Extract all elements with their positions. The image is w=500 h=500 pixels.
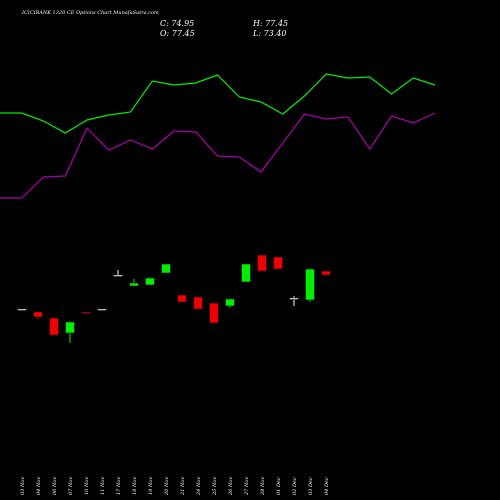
candle-8: [145, 277, 155, 286]
candle-body: [129, 282, 139, 287]
purple-indicator-line: [0, 112, 436, 199]
candle-body: [145, 277, 155, 286]
x-axis-labels: 03 Nov 04 Nov 06 Nov 07 Nov 10 Nov 11 Nov 17 N…: [20, 477, 330, 496]
candle-body: [289, 297, 299, 300]
candle-9: [161, 263, 171, 274]
indicator-lines: [0, 73, 436, 199]
x-tick-label: 04 Dec: [324, 477, 330, 495]
x-tick-label: 01 Dec: [276, 477, 282, 495]
candle-body: [273, 256, 283, 270]
candle-19: [321, 270, 331, 276]
candle-3: [65, 321, 75, 343]
x-tick-label: 20 Nov: [164, 477, 170, 496]
candle-15: [257, 254, 267, 272]
low-value: L: 73.40: [252, 29, 286, 38]
x-tick-label: 25 Nov: [212, 477, 218, 496]
candle-body: [257, 254, 267, 272]
x-tick-label: 11 Nov: [100, 477, 106, 495]
x-tick-label: 28 Nov: [260, 477, 266, 496]
x-tick-label: 26 Nov: [228, 477, 234, 496]
candle-body: [97, 308, 107, 311]
candle-16: [273, 256, 283, 270]
candle-body: [321, 270, 331, 276]
green-indicator-line: [0, 73, 436, 134]
candle-6: [113, 270, 123, 277]
candle-7: [129, 279, 139, 287]
candle-body: [241, 263, 251, 283]
candle-12: [209, 302, 219, 324]
candle-body: [193, 296, 203, 310]
x-tick-label: 07 Nov: [68, 477, 74, 495]
candle-body: [81, 311, 91, 314]
x-tick-label: 02 Dec: [292, 477, 298, 495]
x-tick-label: 24 Nov: [196, 477, 202, 496]
candle-body: [209, 302, 219, 324]
candle-1: [33, 311, 43, 319]
candle-body: [177, 294, 187, 303]
x-tick-label: 17 Nov: [116, 477, 122, 495]
x-tick-label: 03 Nov: [20, 477, 26, 495]
candle-body: [161, 263, 171, 274]
x-tick-label: 27 Nov: [244, 477, 250, 496]
candle-4: [81, 311, 91, 314]
candle-body: [17, 308, 27, 311]
candlesticks: [17, 254, 331, 343]
x-tick-label: 06 Nov: [52, 477, 58, 495]
candle-13: [225, 298, 235, 308]
candle-10: [177, 294, 187, 303]
x-tick-label: 04 Nov: [36, 477, 42, 495]
chart-title: ICICIBANK 1320 CE Options Chart MunafaSu…: [21, 10, 159, 16]
candle-body: [65, 321, 75, 334]
x-tick-label: 19 Nov: [148, 477, 154, 495]
open-value: O: 77.45: [160, 29, 195, 38]
candle-body: [49, 317, 59, 336]
x-tick-label: 03 Dec: [308, 477, 314, 495]
candle-0: [17, 308, 27, 311]
candle-11: [193, 296, 203, 310]
candle-17: [289, 296, 299, 306]
x-tick-label: 10 Nov: [84, 477, 90, 495]
close-value: C: 74.95: [160, 19, 194, 28]
x-tick-label: 18 Nov: [132, 477, 138, 495]
candle-5: [97, 308, 107, 311]
candle-body: [305, 268, 315, 301]
x-tick-label: 21 Nov: [180, 477, 186, 496]
candle-2: [49, 317, 59, 336]
high-value: H: 77.45: [252, 19, 288, 28]
candle-body: [225, 298, 235, 307]
candle-body: [33, 311, 43, 318]
candle-18: [305, 268, 315, 302]
candle-14: [241, 263, 251, 283]
candle-body: [113, 274, 123, 277]
